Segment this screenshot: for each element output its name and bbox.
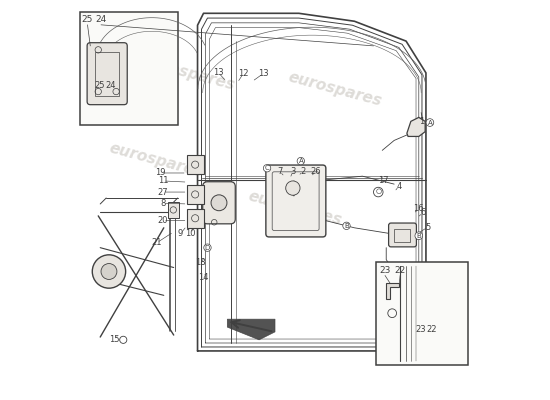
Text: A: A (427, 120, 432, 126)
FancyBboxPatch shape (203, 182, 235, 224)
Text: A: A (299, 158, 303, 164)
Text: 14: 14 (198, 273, 209, 282)
Text: 15: 15 (109, 334, 119, 344)
Circle shape (92, 255, 125, 288)
Text: 25: 25 (82, 15, 93, 24)
Bar (80, 12, 178, 125)
Bar (168, 202, 179, 218)
Text: 7: 7 (277, 167, 283, 176)
Text: 13: 13 (258, 69, 268, 78)
Text: D: D (205, 245, 210, 251)
Text: 9: 9 (178, 229, 183, 238)
Bar (187, 155, 204, 174)
Text: eurospares: eurospares (246, 188, 343, 228)
Circle shape (211, 195, 227, 211)
Text: 21: 21 (151, 238, 162, 247)
Text: B: B (416, 233, 421, 239)
Text: 25: 25 (94, 81, 104, 90)
Text: 23: 23 (379, 266, 390, 275)
Bar (376, 262, 469, 365)
Text: 16: 16 (414, 204, 424, 213)
Text: 18: 18 (195, 258, 206, 267)
Text: 1: 1 (419, 117, 425, 126)
Text: eurospares: eurospares (286, 69, 383, 108)
Bar (187, 209, 204, 228)
Text: 19: 19 (155, 168, 166, 178)
Text: 17: 17 (378, 176, 388, 186)
Text: B: B (344, 223, 349, 229)
Bar (394, 228, 410, 242)
Circle shape (101, 264, 117, 280)
Polygon shape (407, 117, 425, 136)
Bar (187, 185, 204, 204)
Text: 13: 13 (213, 68, 224, 77)
Text: eurospares: eurospares (107, 140, 205, 180)
Text: 22: 22 (427, 324, 437, 334)
Text: 5: 5 (425, 222, 431, 232)
FancyBboxPatch shape (389, 223, 416, 247)
Text: 11: 11 (158, 176, 168, 186)
FancyBboxPatch shape (87, 43, 127, 105)
Text: 23: 23 (416, 324, 426, 334)
Text: eurospares: eurospares (139, 53, 236, 93)
Text: 26: 26 (310, 167, 321, 176)
Text: 22: 22 (394, 266, 406, 275)
Text: 27: 27 (158, 188, 168, 196)
Text: 6: 6 (420, 208, 426, 217)
Text: 24: 24 (105, 81, 116, 90)
Bar (96, 261, 123, 282)
Text: C: C (265, 165, 270, 171)
Text: 3: 3 (290, 167, 295, 176)
Bar (95, 52, 119, 96)
FancyBboxPatch shape (266, 165, 326, 237)
Text: 24: 24 (95, 15, 107, 24)
Polygon shape (286, 181, 294, 196)
Text: 4: 4 (397, 182, 402, 190)
Polygon shape (386, 284, 399, 299)
Polygon shape (227, 319, 275, 340)
Text: 12: 12 (238, 69, 249, 78)
Text: 10: 10 (185, 229, 196, 238)
Text: 2: 2 (300, 167, 305, 176)
Text: 8: 8 (160, 199, 166, 208)
Circle shape (286, 181, 300, 195)
Text: 20: 20 (158, 216, 168, 225)
